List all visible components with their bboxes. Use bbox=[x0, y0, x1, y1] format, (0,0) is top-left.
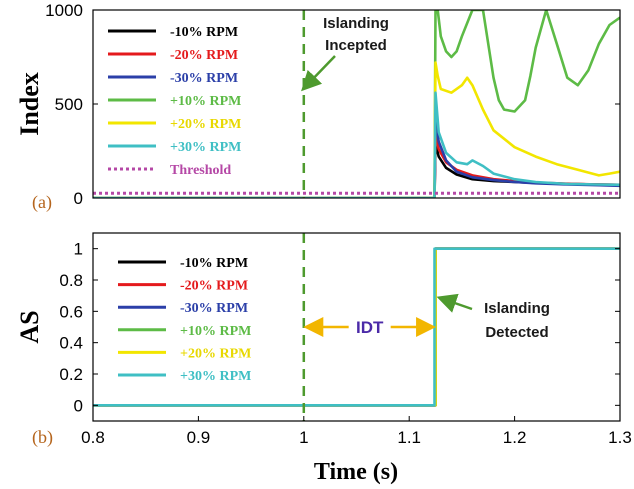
idt-label-bg bbox=[348, 316, 391, 338]
legend-label: -30% RPM bbox=[170, 71, 238, 86]
panel-a-yticks: 0 500 1000 bbox=[45, 1, 620, 208]
ytick-label: 0 bbox=[74, 396, 83, 415]
panel-b-axes-frame bbox=[92, 232, 621, 422]
legend-label: +20% RPM bbox=[170, 117, 241, 132]
panel-b-legend: -10% RPM -20% RPM -30% RPM +10% RPM +20% RPM… bbox=[118, 256, 251, 384]
panel-a-ylabel: Index bbox=[15, 72, 44, 136]
ytick-label: 1000 bbox=[45, 1, 83, 20]
panel-a-legend: -10% RPM -20% RPM -30% RPM +10% RPM +20% RPM… bbox=[108, 25, 241, 178]
panel-b-ylabel: AS bbox=[15, 310, 44, 343]
panel-b-label: (b) bbox=[32, 427, 53, 448]
xtick-label: 1.3 bbox=[608, 428, 632, 447]
xtick-label: 0.9 bbox=[187, 428, 211, 447]
ytick-label: 0.4 bbox=[59, 334, 83, 353]
ytick-label: 0 bbox=[74, 189, 83, 208]
ytick-label: 0.6 bbox=[59, 302, 83, 321]
legend-label: -10% RPM bbox=[170, 25, 238, 40]
idt-label: IDT bbox=[356, 318, 384, 337]
panel-a: 0 500 1000 Index (a) -10% RPM -20% RPM -30% … bbox=[15, 1, 621, 213]
legend-label: -10% RPM bbox=[180, 256, 248, 271]
series-line-a-4 bbox=[93, 61, 620, 198]
series-line-a-3 bbox=[93, 10, 620, 198]
ytick-label: 500 bbox=[55, 95, 83, 114]
legend-label: -30% RPM bbox=[180, 301, 248, 316]
xtick-label: 1.1 bbox=[397, 428, 421, 447]
legend-label: +30% RPM bbox=[180, 369, 251, 384]
panel-b-xlabel: Time (s) bbox=[314, 459, 398, 485]
panel-a-series bbox=[93, 10, 620, 198]
panel-b-yticks: 0 0.2 0.4 0.6 0.8 1 bbox=[59, 240, 620, 415]
islanding-detected-arrow bbox=[436, 293, 473, 313]
idt-annotation: IDT bbox=[303, 316, 437, 338]
islanding-incepted-arrow bbox=[301, 55, 336, 92]
legend-label: +10% RPM bbox=[180, 324, 251, 339]
legend-label: +20% RPM bbox=[180, 346, 251, 361]
annotation-line-1: Islanding bbox=[484, 300, 550, 317]
ytick-label: 1 bbox=[74, 240, 83, 259]
legend-label: -20% RPM bbox=[180, 279, 248, 294]
legend-label: -20% RPM bbox=[170, 48, 238, 63]
annotation-line-2: Detected bbox=[485, 324, 548, 341]
annotation-line-2: Incepted bbox=[325, 37, 387, 54]
panel-b-xticks: 0.8 0.9 1 1.1 1.2 1.3 bbox=[81, 416, 632, 447]
series-line-a-5 bbox=[93, 91, 620, 198]
xtick-label: 0.8 bbox=[81, 428, 105, 447]
legend-label: Threshold bbox=[170, 163, 231, 178]
islanding-detected-annotation: Islanding Detected bbox=[436, 293, 550, 341]
annotation-line-1: Islanding bbox=[323, 15, 389, 32]
xtick-label: 1 bbox=[299, 428, 308, 447]
legend-label: +10% RPM bbox=[170, 94, 241, 109]
legend-label: +30% RPM bbox=[170, 140, 241, 155]
ytick-label: 0.2 bbox=[59, 365, 83, 384]
xtick-label: 1.2 bbox=[503, 428, 527, 447]
panel-a-label: (a) bbox=[32, 192, 52, 213]
ytick-label: 0.8 bbox=[59, 271, 83, 290]
panel-b: 0 0.2 0.4 0.6 0.8 1 0.8 0.9 1 1.1 1.2 1.3 AS Time … bbox=[15, 232, 632, 485]
islanding-incepted-annotation: Islanding Incepted bbox=[301, 15, 389, 92]
